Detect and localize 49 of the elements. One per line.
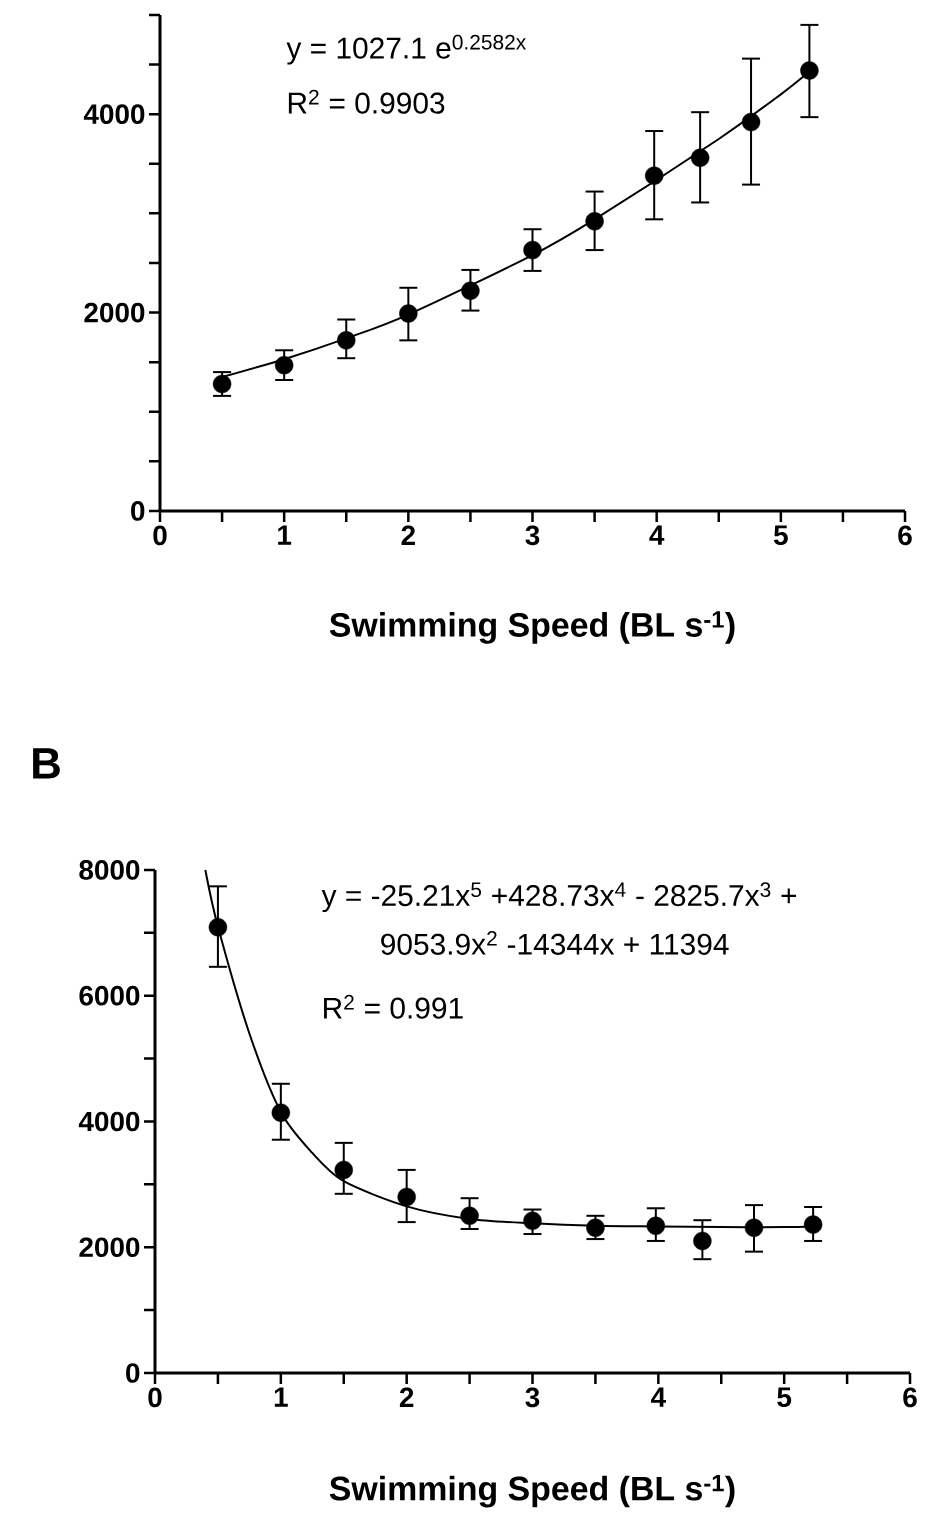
x-tick-label: 2 xyxy=(399,1387,414,1407)
point xyxy=(645,166,664,185)
x-tick-label: 5 xyxy=(777,1387,792,1407)
point xyxy=(274,355,294,375)
point xyxy=(646,1216,666,1236)
chart-title: B xyxy=(33,748,60,779)
y-tick-label: 2000 xyxy=(84,302,145,323)
point xyxy=(523,240,542,260)
y-tick-label: 2000 xyxy=(79,1237,140,1258)
x-tick-label: 6 xyxy=(903,1387,917,1408)
x-tick-label: 0 xyxy=(148,1387,162,1408)
point xyxy=(800,61,819,80)
x-tick-label: 4 xyxy=(651,1387,666,1407)
y-tick-label: 4000 xyxy=(78,1111,140,1132)
y-tick-label: 0 xyxy=(131,501,145,521)
point xyxy=(741,112,761,132)
y-tick-label: 0 xyxy=(126,1363,140,1383)
point xyxy=(585,212,604,231)
annotation: y = -25.21x$^{5}$ +428.73x$^{4}$ - 2825.7x$^{3}$ + xyxy=(321,882,797,913)
y-tick-label: 4000 xyxy=(83,104,145,125)
point xyxy=(744,1218,764,1237)
point xyxy=(461,281,480,300)
x-tick-label: 5 xyxy=(773,525,788,545)
point xyxy=(803,1215,823,1234)
annotation: y = 1027.1 e$^{0.2582x}$ xyxy=(286,34,527,65)
annotation: R$^{2}$ = 0.991 xyxy=(324,994,463,1019)
point xyxy=(271,1103,291,1122)
point xyxy=(399,304,418,323)
y-tick-label: 6000 xyxy=(79,985,140,1006)
x-axis-title: Swimming Speed (BL s$^{-1}$) xyxy=(329,1474,735,1508)
x-tick-label: 3 xyxy=(525,1387,540,1408)
x-axis-title: Swimming Speed (BL s$^{-1}$) xyxy=(329,611,735,644)
x-tick-label: 1 xyxy=(274,1387,288,1407)
point xyxy=(693,1231,712,1251)
x-tick-label: 1 xyxy=(278,525,292,545)
point xyxy=(334,1160,353,1180)
x-tick-label: 4 xyxy=(649,525,665,545)
x-tick-label: 3 xyxy=(525,525,540,546)
point xyxy=(460,1206,479,1225)
point xyxy=(690,148,710,168)
x-tick-label: 6 xyxy=(898,525,912,546)
point xyxy=(337,331,356,350)
annotation: R$^{2}$ = 0.9903 xyxy=(288,89,445,114)
x-tick-label: 2 xyxy=(401,525,415,545)
y-tick-label: 8000 xyxy=(79,860,140,880)
annotation: 9053.9x$^{2}$ -14344x + 11394 xyxy=(381,930,729,955)
point xyxy=(397,1187,416,1207)
x-tick-label: 0 xyxy=(153,525,167,546)
point xyxy=(208,918,228,937)
